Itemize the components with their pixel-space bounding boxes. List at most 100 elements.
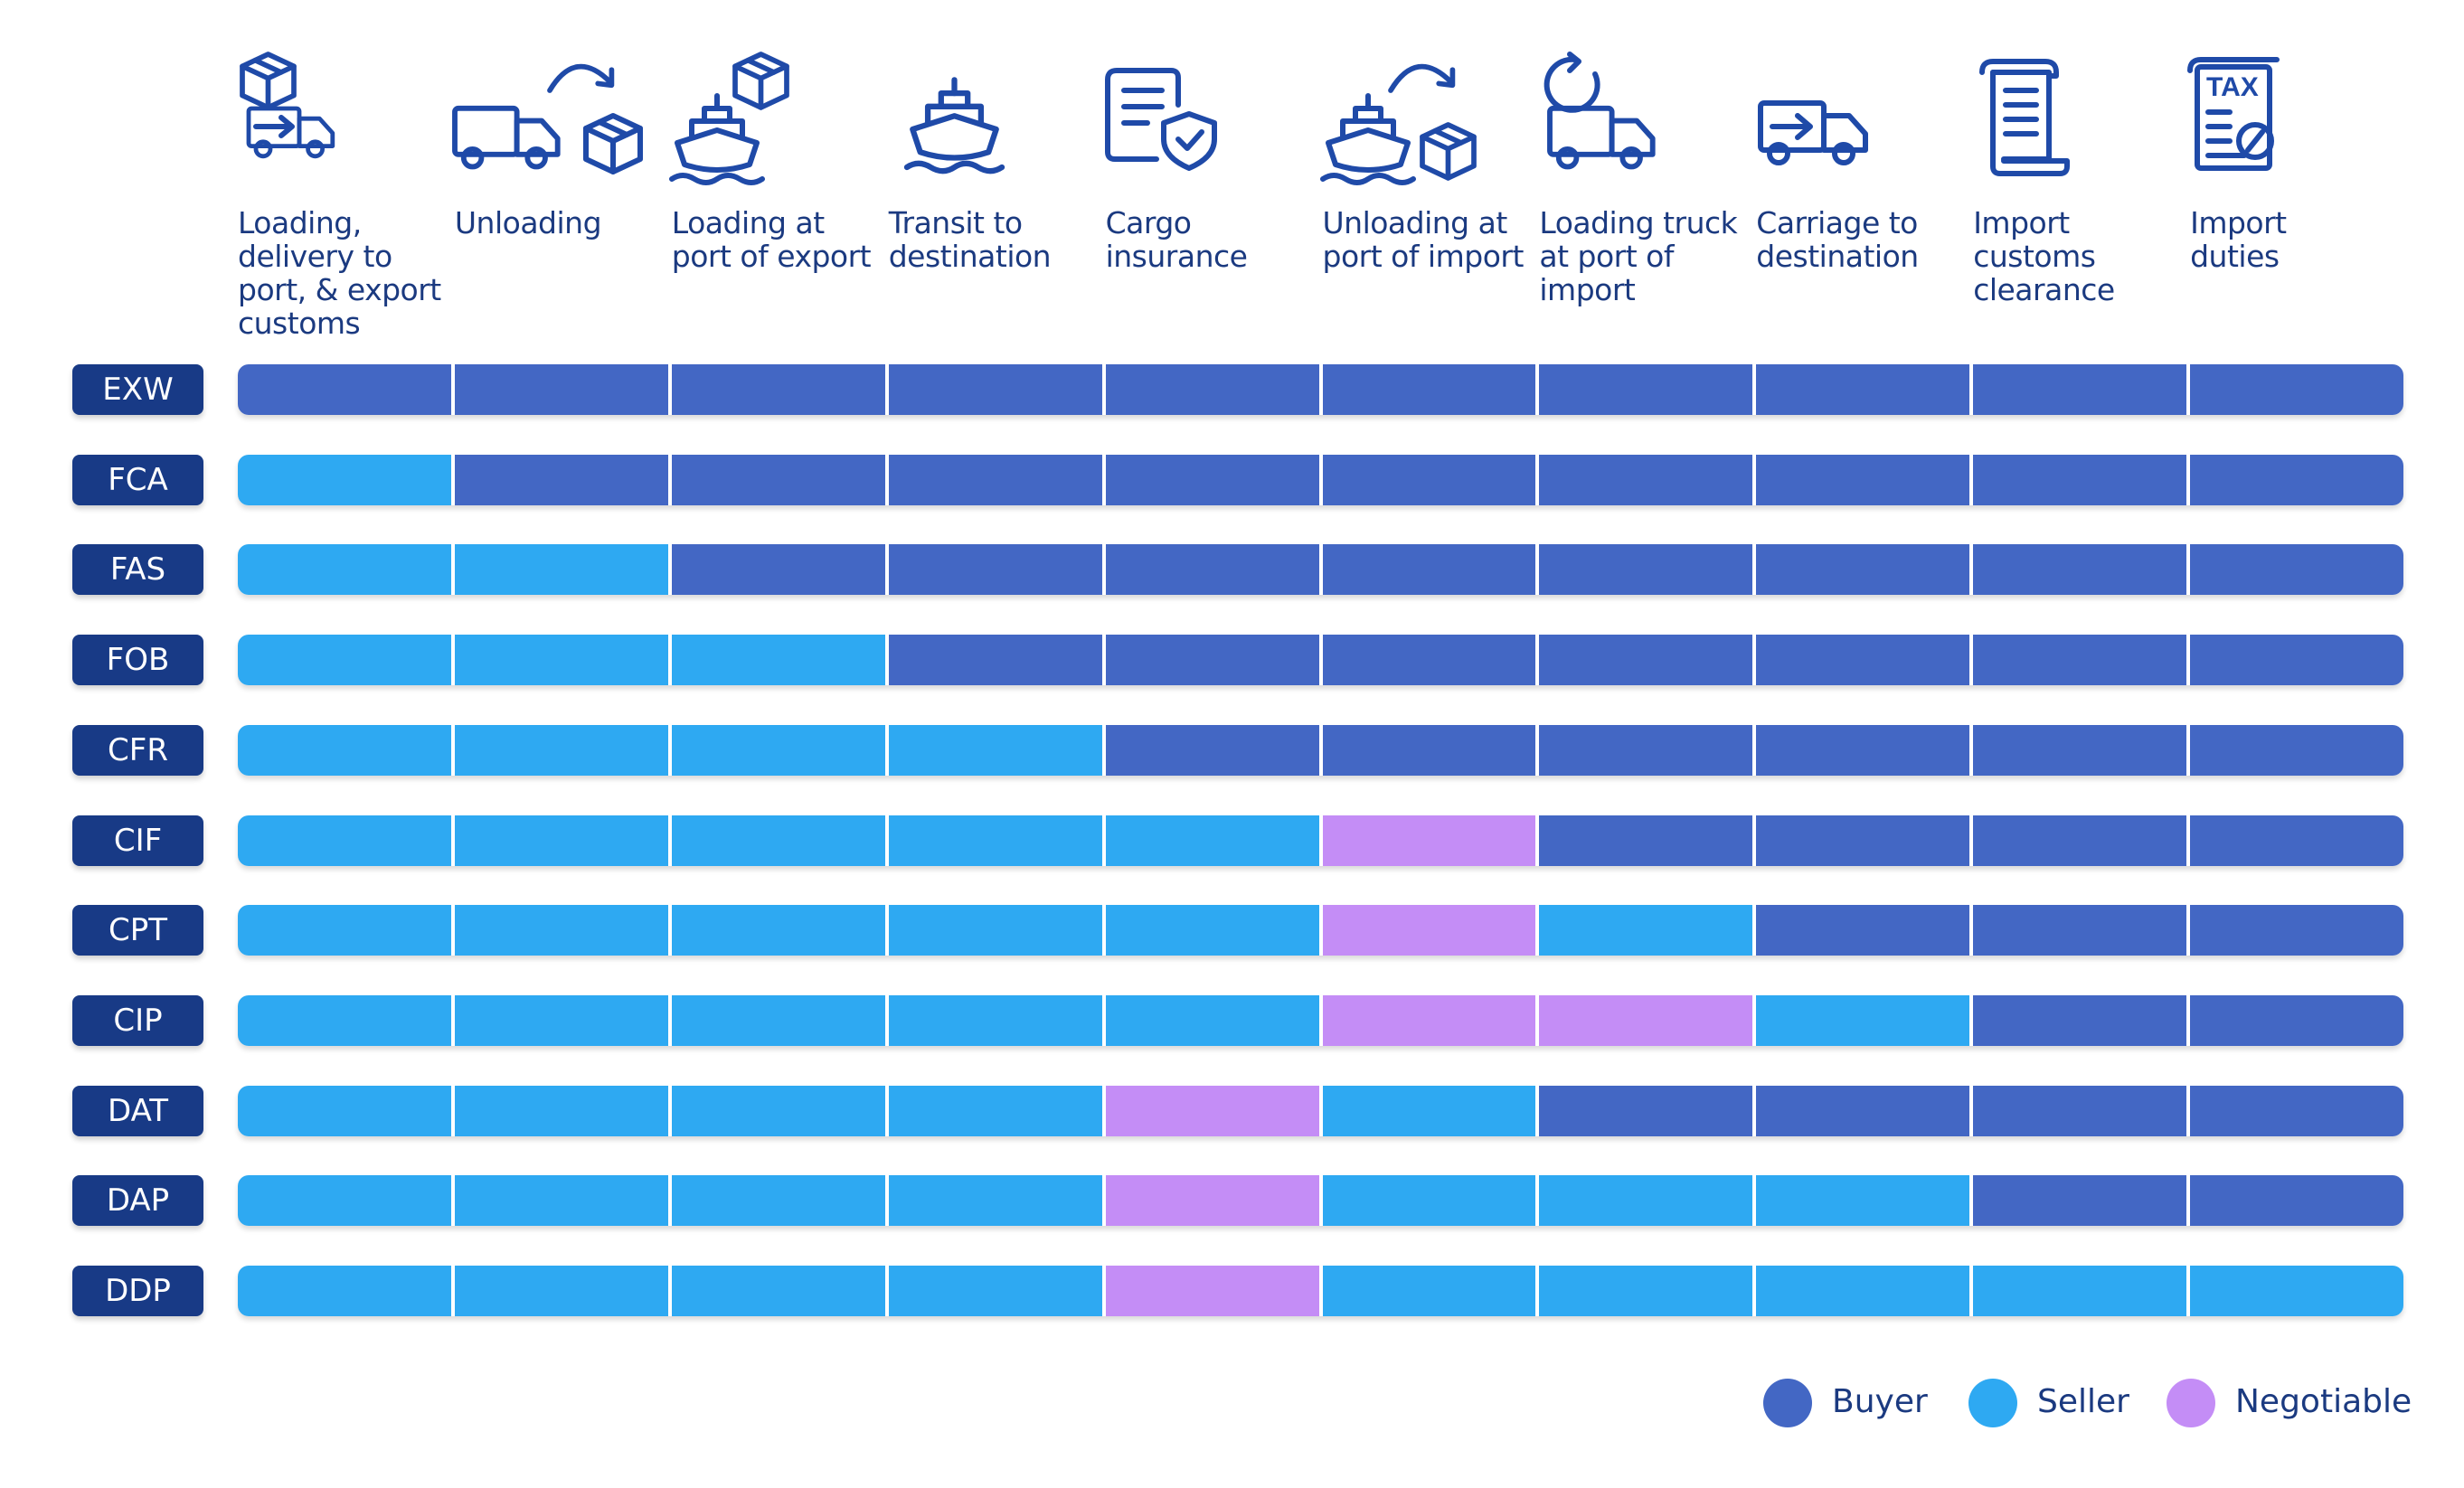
responsibility-bar-fob: [238, 635, 2403, 685]
legend-label: Seller: [2037, 1383, 2129, 1420]
responsibility-bar-cfr: [238, 725, 2403, 776]
truck-unload-arrow-icon: [451, 54, 670, 181]
responsibility-cell: [1756, 815, 1970, 866]
responsibility-cell: [1322, 995, 1536, 1046]
tax-document-icon: TAX: [2187, 54, 2405, 181]
responsibility-cell: [1539, 635, 1753, 685]
responsibility-cell: [1539, 1086, 1753, 1136]
responsibility-cell: [1322, 1086, 1536, 1136]
column-label: Cargo insurance: [1105, 205, 1248, 274]
responsibility-cell: [1973, 364, 2187, 415]
responsibility-cell: [671, 364, 885, 415]
responsibility-cell: [2190, 635, 2403, 685]
responsibility-cell: [671, 635, 885, 685]
responsibility-cell: [1973, 905, 2187, 956]
responsibility-cell: [454, 635, 668, 685]
ship-with-box-icon: [668, 52, 887, 185]
responsibility-cell: [238, 635, 451, 685]
responsibility-cell: [1756, 995, 1970, 1046]
responsibility-cell: [454, 364, 668, 415]
legend-swatch: [2167, 1379, 2215, 1427]
responsibility-cell: [2190, 905, 2403, 956]
responsibility-cell: [238, 995, 451, 1046]
responsibility-cell: [888, 455, 1102, 505]
responsibility-cell: [1539, 905, 1753, 956]
responsibility-cell: [1105, 995, 1319, 1046]
incoterm-badge-dat: DAT: [72, 1086, 203, 1136]
column-label: Import customs clearance: [1973, 205, 2115, 307]
responsibility-cell: [238, 905, 451, 956]
legend-label: Buyer: [1832, 1383, 1928, 1420]
responsibility-cell: [1756, 364, 1970, 415]
responsibility-cell: [238, 815, 451, 866]
incoterm-badge-fca: FCA: [72, 455, 203, 505]
responsibility-cell: [1539, 1266, 1753, 1316]
responsibility-cell: [1105, 725, 1319, 776]
responsibility-cell: [888, 544, 1102, 595]
responsibility-cell: [671, 544, 885, 595]
truck-reload-icon: [1539, 52, 1754, 181]
responsibility-cell: [1322, 1175, 1536, 1226]
responsibility-cell: [1539, 995, 1753, 1046]
responsibility-cell: [1756, 455, 1970, 505]
responsibility-cell: [1105, 905, 1319, 956]
ship-icon: [889, 54, 1104, 181]
responsibility-cell: [1539, 455, 1753, 505]
responsibility-cell: [2190, 1266, 2403, 1316]
responsibility-cell: [454, 725, 668, 776]
responsibility-cell: [888, 995, 1102, 1046]
column-label: Transit to destination: [888, 205, 1052, 274]
responsibility-cell: [888, 905, 1102, 956]
responsibility-cell: [1322, 815, 1536, 866]
column-label: Loading at port of export: [671, 205, 872, 274]
column-label: Loading truck at port of import: [1539, 205, 1738, 307]
responsibility-cell: [671, 1266, 885, 1316]
responsibility-cell: [238, 1175, 451, 1226]
responsibility-cell: [1973, 455, 2187, 505]
column-label: Unloading: [454, 205, 602, 240]
responsibility-cell: [1973, 1086, 2187, 1136]
svg-text:TAX: TAX: [2206, 72, 2259, 102]
responsibility-cell: [1539, 364, 1753, 415]
incoterm-badge-fob: FOB: [72, 635, 203, 685]
responsibility-cell: [888, 1266, 1102, 1316]
scroll-document-icon: [1973, 54, 2188, 181]
responsibility-cell: [1322, 455, 1536, 505]
responsibility-cell: [1973, 995, 2187, 1046]
responsibility-cell: [888, 1175, 1102, 1226]
responsibility-cell: [1322, 905, 1536, 956]
responsibility-cell: [454, 815, 668, 866]
incoterm-badge-dap: DAP: [72, 1175, 203, 1226]
incoterm-badge-cpt: CPT: [72, 905, 203, 956]
legend-swatch: [1763, 1379, 1812, 1427]
responsibility-cell: [888, 1086, 1102, 1136]
responsibility-cell: [454, 544, 668, 595]
responsibility-bar-dat: [238, 1086, 2403, 1136]
column-label: Loading, delivery to port, & export cust…: [238, 205, 441, 341]
responsibility-cell: [1973, 725, 2187, 776]
responsibility-cell: [1973, 1266, 2187, 1316]
responsibility-bar-fas: [238, 544, 2403, 595]
responsibility-cell: [1973, 815, 2187, 866]
responsibility-cell: [671, 455, 885, 505]
responsibility-bar-ddp: [238, 1266, 2403, 1316]
responsibility-cell: [1105, 1086, 1319, 1136]
responsibility-cell: [1105, 544, 1319, 595]
responsibility-cell: [2190, 544, 2403, 595]
responsibility-cell: [1756, 725, 1970, 776]
responsibility-bar-cif: [238, 815, 2403, 866]
responsibility-bar-cpt: [238, 905, 2403, 956]
ship-unload-arrow-icon: [1319, 54, 1538, 185]
responsibility-cell: [454, 995, 668, 1046]
responsibility-cell: [1105, 1266, 1319, 1316]
responsibility-cell: [454, 905, 668, 956]
responsibility-cell: [1322, 364, 1536, 415]
responsibility-cell: [1539, 815, 1753, 866]
responsibility-cell: [1322, 725, 1536, 776]
responsibility-cell: [671, 995, 885, 1046]
responsibility-cell: [1105, 364, 1319, 415]
responsibility-cell: [454, 1086, 668, 1136]
responsibility-cell: [454, 1266, 668, 1316]
incoterm-badge-cfr: CFR: [72, 725, 203, 776]
